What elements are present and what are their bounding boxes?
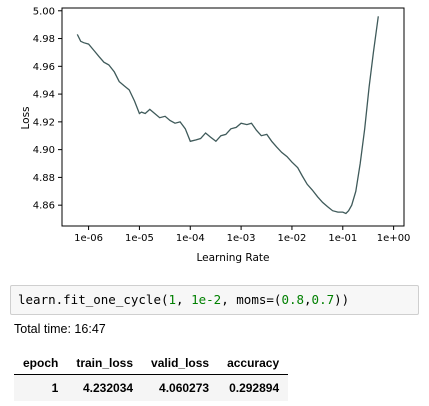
loss-curve xyxy=(76,16,379,215)
y-tick-label: 4.90 xyxy=(33,145,55,156)
y-tick-label: 4.86 xyxy=(33,201,55,212)
plot-area xyxy=(61,7,405,227)
cell-accuracy: 0.292894 xyxy=(218,374,289,401)
x-tick-label: 1e-05 xyxy=(125,233,154,244)
y-tick-label: 4.94 xyxy=(33,90,55,101)
table-header-row: epoch train_loss valid_loss accuracy xyxy=(14,352,289,375)
code-number: 1e-2 xyxy=(191,292,222,307)
y-axis: 4.86 4.88 4.90 4.92 4.94 4.96 4.98 5.00 xyxy=(33,6,62,212)
y-tick-label: 4.96 xyxy=(33,62,55,73)
x-tick-label: 1e-01 xyxy=(328,233,357,244)
code-text: , xyxy=(304,292,312,307)
y-tick-label: 4.98 xyxy=(33,34,55,45)
code-text: , xyxy=(176,292,192,307)
y-tick-label: 5.00 xyxy=(33,6,55,17)
total-time: Total time: 16:47 xyxy=(14,322,106,336)
code-cell[interactable]: learn.fit_one_cycle(1, 1e-2, moms=(0.8,0… xyxy=(10,285,419,315)
cell-valid-loss: 4.060273 xyxy=(142,374,219,401)
x-tick-label: 1e-03 xyxy=(227,233,256,244)
x-axis: 1e-06 1e-05 1e-04 1e-03 1e-02 1e-01 1e+00 xyxy=(74,226,410,244)
cell-train-loss: 4.232034 xyxy=(67,374,143,401)
results-table: epoch train_loss valid_loss accuracy 1 4… xyxy=(14,352,289,401)
column-header-epoch: epoch xyxy=(14,352,68,375)
x-tick-label: 1e-06 xyxy=(74,233,103,244)
column-header-train-loss: train_loss xyxy=(67,352,143,375)
y-tick-label: 4.88 xyxy=(33,173,55,184)
y-tick-label: 4.92 xyxy=(33,117,55,128)
x-tick-label: 1e+00 xyxy=(377,233,411,244)
code-text: , moms=( xyxy=(221,292,282,307)
code-number: 1 xyxy=(168,292,177,307)
x-tick-label: 1e-04 xyxy=(176,233,205,244)
code-text: )) xyxy=(334,292,350,307)
table-row: 1 4.232034 4.060273 0.292894 xyxy=(14,374,289,401)
column-header-accuracy: accuracy xyxy=(218,352,289,375)
lr-finder-chart: 4.864.884.904.924.944.964.985.00 1e-06 1e… xyxy=(20,6,410,264)
code-number: 0.7 xyxy=(311,292,335,307)
code-number: 0.8 xyxy=(281,292,305,307)
cell-epoch: 1 xyxy=(14,374,68,401)
x-tick-label: 1e-02 xyxy=(278,233,307,244)
code-text: learn.fit_one_cycle( xyxy=(18,292,169,307)
x-axis-label: Learning Rate xyxy=(197,252,270,264)
column-header-valid-loss: valid_loss xyxy=(142,352,219,375)
y-axis-label: Loss xyxy=(20,106,32,129)
